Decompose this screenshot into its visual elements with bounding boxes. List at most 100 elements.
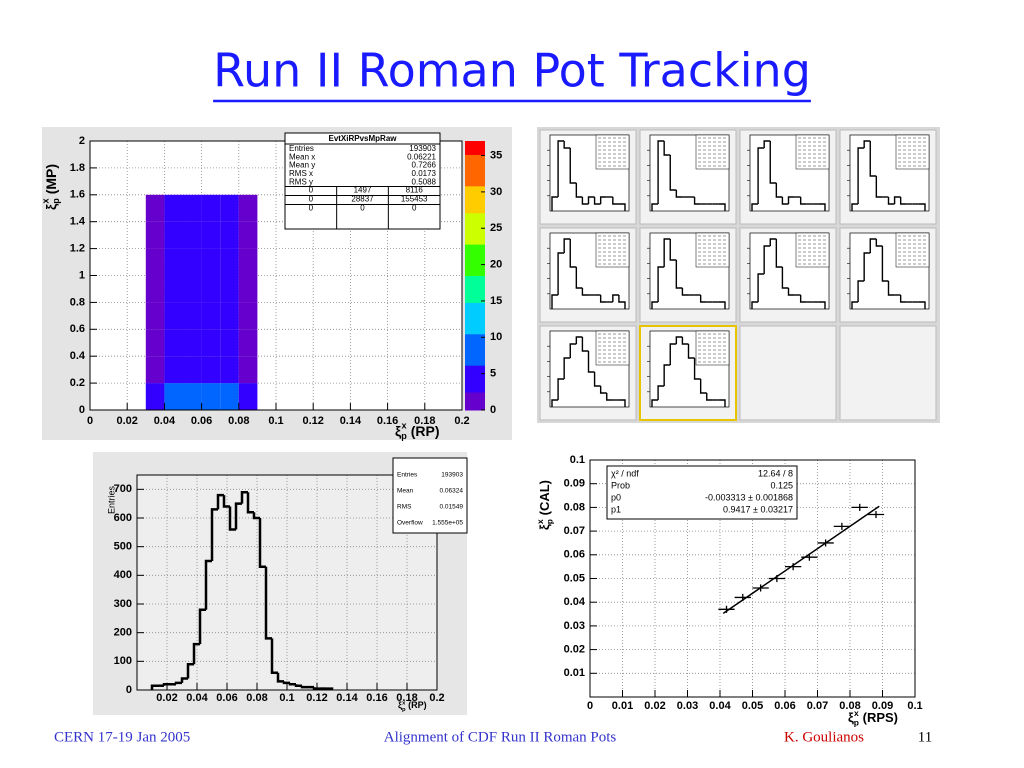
x-axis-label: ξpx (RP) — [395, 421, 440, 442]
heat-cell — [238, 383, 258, 410]
heat-cell — [220, 248, 239, 276]
heat-cell — [220, 194, 239, 222]
mini-bin — [599, 196, 607, 204]
palette-step — [465, 262, 485, 268]
heat-cell — [145, 383, 165, 410]
z-tick-label: 10 — [490, 331, 502, 343]
palette-step — [465, 338, 485, 344]
palette-step — [465, 275, 485, 281]
mini-bin — [663, 238, 671, 267]
x-tick-label: 0.08 — [839, 700, 860, 712]
x-tick-label: 0 — [87, 415, 93, 427]
palette-step — [465, 293, 485, 299]
stats-label: Prob — [611, 480, 630, 490]
heat-cell — [238, 275, 258, 303]
stats-label: p1 — [611, 504, 621, 514]
x-tick-label: 0.04 — [709, 700, 731, 712]
heat-cell — [145, 221, 165, 249]
palette-step — [465, 158, 485, 164]
stats-label: Entries — [397, 472, 418, 479]
mini-bin — [651, 301, 659, 309]
mini-bin — [581, 197, 589, 205]
z-tick-label: 5 — [490, 368, 496, 380]
mini-bin — [787, 288, 795, 296]
palette-step — [465, 342, 485, 348]
mini-bin — [899, 197, 907, 205]
heat-cell — [183, 383, 202, 410]
palette-step — [465, 221, 485, 227]
label-sup: x — [535, 519, 545, 524]
mini-bin — [863, 140, 871, 148]
heat-cell — [201, 302, 221, 330]
stats-label: RMS — [397, 504, 412, 511]
heat-cell — [183, 248, 202, 276]
mini-bin — [751, 203, 759, 211]
mini-bin — [899, 295, 907, 303]
x-tick-label: 0.04 — [154, 415, 176, 427]
x-tick-label: 0.06 — [216, 692, 237, 704]
histogram-bin — [288, 682, 296, 686]
heat-cell — [164, 248, 183, 276]
heat-cell — [201, 194, 221, 222]
palette-step — [465, 351, 485, 357]
y-tick-label: 0.07 — [564, 525, 585, 537]
label-symbol: ξ — [537, 524, 552, 530]
x-tick-label: 0.02 — [156, 692, 177, 704]
heat-cell — [164, 329, 183, 357]
x-tick-label: 0.18 — [414, 415, 435, 427]
histogram-bin — [198, 608, 206, 645]
palette-step — [465, 185, 485, 191]
mini-bin — [718, 301, 726, 309]
y-tick-label: 200 — [114, 627, 132, 639]
palette-step — [465, 181, 485, 187]
palette-step — [465, 235, 485, 241]
stats-grid-cell: 0 — [309, 195, 314, 204]
mini-bin — [657, 140, 665, 204]
palette-step — [465, 329, 485, 335]
mini-bin — [818, 301, 826, 309]
mini-bin — [575, 267, 583, 289]
stats-label: RMS x — [289, 169, 313, 178]
x-axis-label: ξpx (RPS) — [848, 708, 898, 728]
mini-bin — [651, 203, 659, 211]
histogram-bin — [234, 502, 242, 530]
mini-bin — [551, 196, 559, 211]
palette-step — [465, 199, 485, 205]
histogram-bin — [300, 685, 308, 689]
label-text: (RP) — [408, 700, 427, 710]
palette-step — [465, 190, 485, 196]
y-tick-label: 0.03 — [564, 620, 585, 632]
stats-grid-cell: 8116 — [406, 186, 424, 195]
palette-step — [465, 230, 485, 236]
histogram-bin — [180, 677, 188, 683]
z-tick-label: 30 — [490, 186, 502, 198]
mini-bin — [618, 203, 626, 211]
heat-cell — [201, 221, 221, 249]
mini-bin — [757, 147, 765, 204]
mini-stats — [595, 330, 630, 366]
heat-cell — [238, 302, 258, 330]
label-text: (RPS) — [863, 710, 898, 725]
mini-bin — [699, 379, 707, 394]
mini-bin — [693, 358, 701, 380]
mini-bin — [663, 364, 671, 386]
stats-box — [392, 457, 468, 534]
y-axis-label: ξpx (CAL) — [535, 480, 555, 530]
y-tick-label: 2 — [79, 135, 85, 147]
mini-bin — [881, 246, 889, 282]
heat-cell — [145, 356, 165, 384]
x-tick-label: 0 — [587, 700, 593, 712]
y-tick-label: 0.6 — [70, 323, 85, 335]
heat-cell — [164, 221, 183, 249]
mini-plot — [749, 232, 830, 310]
stats-value: 0.0173 — [412, 169, 437, 178]
stats-value: 0.125 — [770, 480, 793, 490]
stats-grid-cell: 0 — [309, 204, 314, 213]
label-symbol: ξ — [398, 700, 402, 710]
z-tick-label: 35 — [490, 149, 502, 161]
palette-step — [465, 149, 485, 155]
y-tick-label: 1.6 — [70, 189, 85, 201]
mini-bin — [893, 196, 901, 204]
histogram-bin — [246, 492, 254, 514]
